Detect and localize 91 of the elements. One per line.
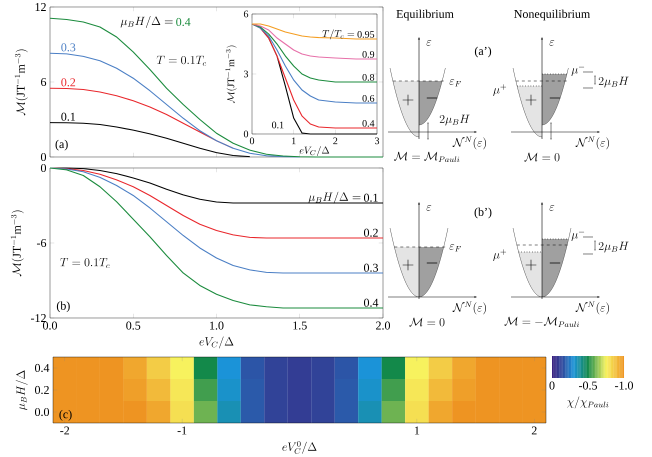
text: $2\mu_B H$ bbox=[440, 114, 470, 126]
x-tick-label: -2 bbox=[60, 426, 70, 434]
x-tick-label: 0.5 bbox=[126, 322, 140, 330]
x-tick-label: 2.0 bbox=[376, 322, 390, 330]
text: $\varepsilon$ bbox=[426, 40, 432, 46]
text: $+$ bbox=[402, 94, 414, 106]
annotation: $T = 0.1T_c$ bbox=[156, 56, 206, 66]
series-label: 0.2 bbox=[364, 228, 378, 237]
text: $+$ bbox=[526, 94, 536, 106]
x-tick-label: 2 bbox=[532, 426, 537, 434]
text: 0.4 bbox=[176, 18, 190, 26]
series-label: 0.6 bbox=[362, 95, 374, 102]
annotation: $T/T_c =$ bbox=[322, 29, 354, 40]
annotation: $T = 0.1T_c$ bbox=[60, 258, 110, 268]
text: $\mathcal{N}^N(\varepsilon)$ bbox=[576, 302, 609, 314]
text: $+$ bbox=[526, 260, 536, 270]
text: (a’) bbox=[474, 46, 492, 58]
line-series bbox=[251, 23, 378, 104]
x-tick-label: 1 bbox=[414, 426, 420, 434]
annotation: $\mu_B H/\Delta =$ bbox=[308, 192, 360, 204]
series-label: 0.1 bbox=[272, 122, 284, 128]
y-tick-label: -6 bbox=[36, 238, 46, 248]
x-tick-label: 2 bbox=[333, 138, 338, 144]
y-tick-label: 3 bbox=[244, 70, 248, 78]
series-label: 0.3 bbox=[364, 264, 378, 272]
text: (b’) bbox=[474, 208, 492, 218]
text: $+$ bbox=[402, 260, 414, 270]
text: $\varepsilon$ bbox=[550, 205, 554, 211]
color-bar-label: -0.5 bbox=[578, 382, 598, 390]
y-axis-title: $\mu_B H/\Delta$ bbox=[16, 370, 28, 410]
x-tick-label: -1 bbox=[178, 426, 186, 434]
y-axis-title: $\mathcal{M}(\mathrm{JT}^{-1}\mathrm{m}^{-3})$ bbox=[10, 210, 24, 276]
x-tick-label: 1.5 bbox=[293, 322, 307, 330]
color-bar-label: -1.0 bbox=[614, 382, 634, 390]
x-tick-label: 0 bbox=[250, 138, 254, 144]
text: $\varepsilon_F$ bbox=[450, 244, 461, 252]
annotation: $\mu_B H/\Delta =$ bbox=[120, 16, 173, 28]
y-tick-label: 0.2 bbox=[34, 386, 49, 394]
y-tick-label: 0.0 bbox=[34, 408, 50, 416]
y-axis-title: $\mathcal{M}(\mathrm{JT}^{-1}\mathrm{m}^{-3})$ bbox=[225, 46, 237, 104]
line-series bbox=[251, 23, 378, 40]
y-tick-label: -12 bbox=[30, 314, 46, 322]
text: $2\mu_B H$ bbox=[598, 76, 629, 88]
y-tick-label: 12 bbox=[36, 3, 46, 11]
series-label: 0.8 bbox=[362, 74, 374, 81]
color-bar-title: $\chi/\chi_{Pauli}$ bbox=[567, 396, 608, 408]
series-label: 0.9 bbox=[362, 51, 374, 58]
y-tick-label: 6 bbox=[244, 10, 248, 18]
y-tick-label: 0 bbox=[40, 164, 46, 172]
text: $\mathcal{N}^N(\varepsilon)$ bbox=[576, 136, 609, 150]
text: $\mathcal{M} = -\mathcal{M}_{Pauli}$ bbox=[504, 316, 579, 328]
text: $-$ bbox=[426, 262, 438, 264]
series-label: 0.1 bbox=[61, 112, 76, 121]
text: $-$ bbox=[550, 262, 560, 264]
text: $\mathcal{M} = \mathcal{M}_{Pauli}$ bbox=[394, 152, 460, 162]
text: $\mu^-$ bbox=[572, 232, 584, 241]
series-label: 0.3 bbox=[61, 43, 76, 52]
x-axis-title: $eV_C^0/\Delta$ bbox=[282, 441, 317, 454]
text: $2\mu_B H$ bbox=[598, 242, 629, 252]
annotation: (a) bbox=[56, 140, 68, 151]
y-tick-label: 0 bbox=[40, 152, 46, 162]
x-tick-label: 1.0 bbox=[210, 322, 224, 330]
series-label: 0.95 bbox=[358, 31, 374, 38]
y-tick-label: 0.4 bbox=[34, 364, 50, 372]
text: $\mu^+$ bbox=[493, 249, 506, 261]
text: $\varepsilon$ bbox=[550, 40, 554, 46]
series-label: 0.1 bbox=[364, 194, 378, 202]
text: $\mathcal{M} = 0$ bbox=[409, 318, 444, 327]
line-series bbox=[251, 23, 378, 60]
annotation: (b) bbox=[56, 301, 70, 312]
text: Equilibrium bbox=[396, 10, 454, 20]
text: $\mu^-$ bbox=[572, 66, 584, 76]
y-axis-title: $\mathcal{M}(\mathrm{JT}^{-1}\mathrm{m}^{-3})$ bbox=[14, 49, 28, 116]
x-tick-label: 1 bbox=[292, 138, 296, 144]
series-label: 0.4 bbox=[362, 120, 374, 127]
x-axis-title: $eV_C/\Delta$ bbox=[200, 336, 234, 348]
text: $\varepsilon$ bbox=[426, 205, 432, 211]
text: Nonequilibrium bbox=[514, 10, 590, 20]
color-bar-label: 0 bbox=[549, 382, 555, 390]
x-axis-title: $eV_C/\Delta$ bbox=[300, 146, 330, 156]
x-tick-label: 3 bbox=[375, 138, 380, 144]
text: $\mathcal{N}^N(\varepsilon)$ bbox=[452, 136, 486, 150]
text: $\varepsilon_F$ bbox=[450, 79, 461, 86]
annotation: (c) bbox=[59, 410, 72, 421]
text: $\mu^+$ bbox=[493, 84, 506, 96]
series-label: 0.2 bbox=[61, 78, 76, 86]
series-label: 0.4 bbox=[364, 298, 378, 307]
text: $\mathcal{M} = 0$ bbox=[524, 152, 560, 162]
text: $\mathcal{N}^N(\varepsilon)$ bbox=[452, 302, 486, 314]
y-tick-label: 0 bbox=[244, 130, 248, 138]
y-tick-label: 6 bbox=[41, 78, 46, 86]
